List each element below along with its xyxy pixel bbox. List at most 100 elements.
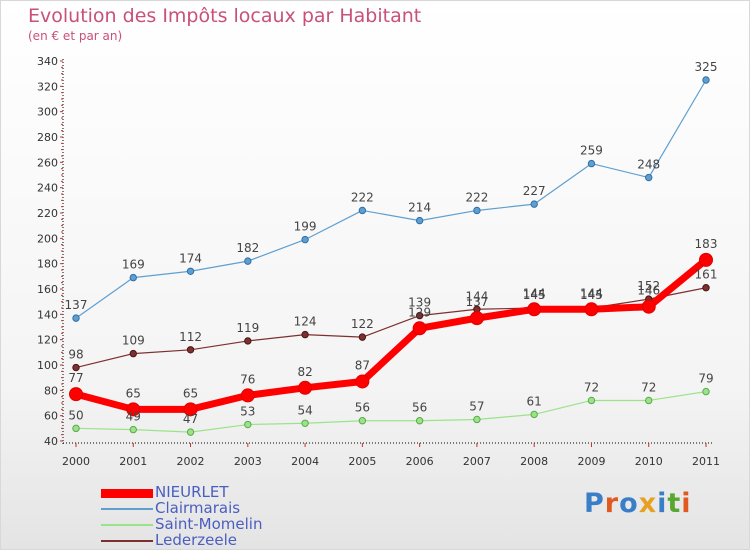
- data-label: 222: [351, 190, 374, 204]
- data-point: [699, 252, 713, 267]
- legend-swatch: [101, 508, 153, 510]
- data-point: [126, 402, 141, 417]
- data-point: [702, 387, 710, 396]
- data-point: [412, 321, 427, 336]
- data-label: 152: [637, 279, 660, 293]
- y-tick-label: 340: [37, 55, 58, 68]
- series-line-clairmarais: [75, 79, 707, 319]
- y-tick-label: 240: [37, 182, 58, 195]
- data-point: [358, 417, 367, 425]
- x-tick-label: 2003: [234, 455, 262, 468]
- data-point: [358, 333, 367, 341]
- series-line-saint-momelin: [75, 391, 707, 433]
- data-point: [587, 159, 596, 168]
- data-label: 259: [580, 144, 603, 158]
- data-point: [186, 267, 195, 275]
- data-label: 65: [183, 386, 198, 400]
- data-label: 87: [355, 358, 370, 372]
- x-tick-label: 2006: [406, 455, 434, 468]
- data-label: 122: [351, 317, 374, 331]
- data-point: [702, 284, 710, 292]
- data-point: [530, 200, 538, 208]
- y-tick-label: 120: [37, 334, 58, 347]
- data-point: [641, 299, 656, 314]
- data-label: 82: [297, 365, 312, 379]
- data-label: 137: [65, 298, 88, 312]
- data-point: [244, 420, 252, 429]
- data-point: [415, 417, 424, 425]
- data-point: [72, 363, 80, 372]
- data-label: 112: [179, 330, 202, 344]
- data-point: [587, 396, 596, 405]
- legend-label: Clairmarais: [155, 499, 241, 517]
- data-label: 169: [122, 258, 145, 272]
- data-label: 56: [355, 401, 370, 415]
- y-tick-label: 180: [37, 258, 58, 271]
- data-label: 61: [527, 394, 542, 408]
- data-point: [72, 314, 80, 322]
- data-label: 77: [68, 371, 83, 385]
- data-point: [186, 346, 195, 354]
- data-label: 222: [465, 190, 488, 204]
- data-label: 214: [408, 201, 431, 215]
- data-label: 72: [641, 380, 656, 394]
- data-label: 65: [126, 386, 141, 400]
- data-point: [645, 173, 653, 182]
- data-label: 56: [412, 401, 427, 415]
- data-label: 57: [469, 399, 484, 413]
- data-point: [702, 76, 710, 84]
- x-tick-label: 2004: [291, 455, 319, 468]
- y-tick-label: 40: [44, 435, 58, 448]
- chart-title: Evolution des Impôts locaux par Habitant: [28, 5, 422, 27]
- x-tick-label: 2010: [635, 455, 663, 468]
- series-lines: [69, 76, 713, 436]
- y-tick-label: 60: [44, 410, 58, 423]
- y-tick-label: 320: [37, 80, 58, 93]
- data-label: 119: [236, 321, 259, 335]
- data-point: [469, 311, 484, 326]
- data-label: 144: [523, 286, 546, 300]
- x-tick-label: 2011: [692, 455, 720, 468]
- data-label: 124: [294, 315, 317, 329]
- data-point: [530, 410, 538, 419]
- chart-subtitle: (en € et par an): [28, 29, 123, 43]
- data-point: [358, 206, 367, 215]
- data-label: 146: [637, 284, 660, 298]
- data-point: [244, 257, 252, 265]
- legend-label: Lederzeele: [155, 531, 237, 549]
- data-label: 227: [523, 184, 546, 198]
- x-tick-label: 2005: [348, 455, 376, 468]
- data-point: [584, 302, 599, 317]
- data-point: [415, 216, 424, 225]
- y-tick-label: 80: [44, 384, 58, 397]
- y-tick-label: 280: [37, 131, 58, 144]
- data-label: 183: [695, 237, 718, 251]
- data-label: 144: [580, 286, 603, 300]
- data-label: 145: [580, 288, 603, 302]
- legend-label: Saint-Momelin: [155, 515, 263, 533]
- series-line-nieurlet: [72, 256, 710, 413]
- data-point: [473, 415, 481, 424]
- y-tick-label: 100: [37, 359, 58, 372]
- data-label: 50: [68, 408, 83, 422]
- y-tick-label: 140: [37, 308, 58, 321]
- data-label: 174: [179, 251, 202, 265]
- data-label: 144: [465, 289, 488, 303]
- data-label: 54: [297, 403, 312, 417]
- data-label: 325: [695, 60, 718, 74]
- data-point: [183, 402, 198, 417]
- y-tick-label: 260: [37, 156, 58, 169]
- chart-axes: 40 60 80 100 120 140 160 180 200 220 240 260 280 300 3…: [37, 55, 720, 468]
- x-tick-label: 2008: [520, 455, 548, 468]
- data-label: 49: [126, 410, 141, 424]
- data-label: 182: [236, 241, 259, 255]
- data-point: [244, 337, 252, 345]
- data-label: 137: [465, 295, 488, 309]
- data-label: 139: [408, 296, 431, 310]
- x-tick-label: 2009: [577, 455, 605, 468]
- data-label: 109: [122, 334, 145, 348]
- data-point: [301, 235, 309, 244]
